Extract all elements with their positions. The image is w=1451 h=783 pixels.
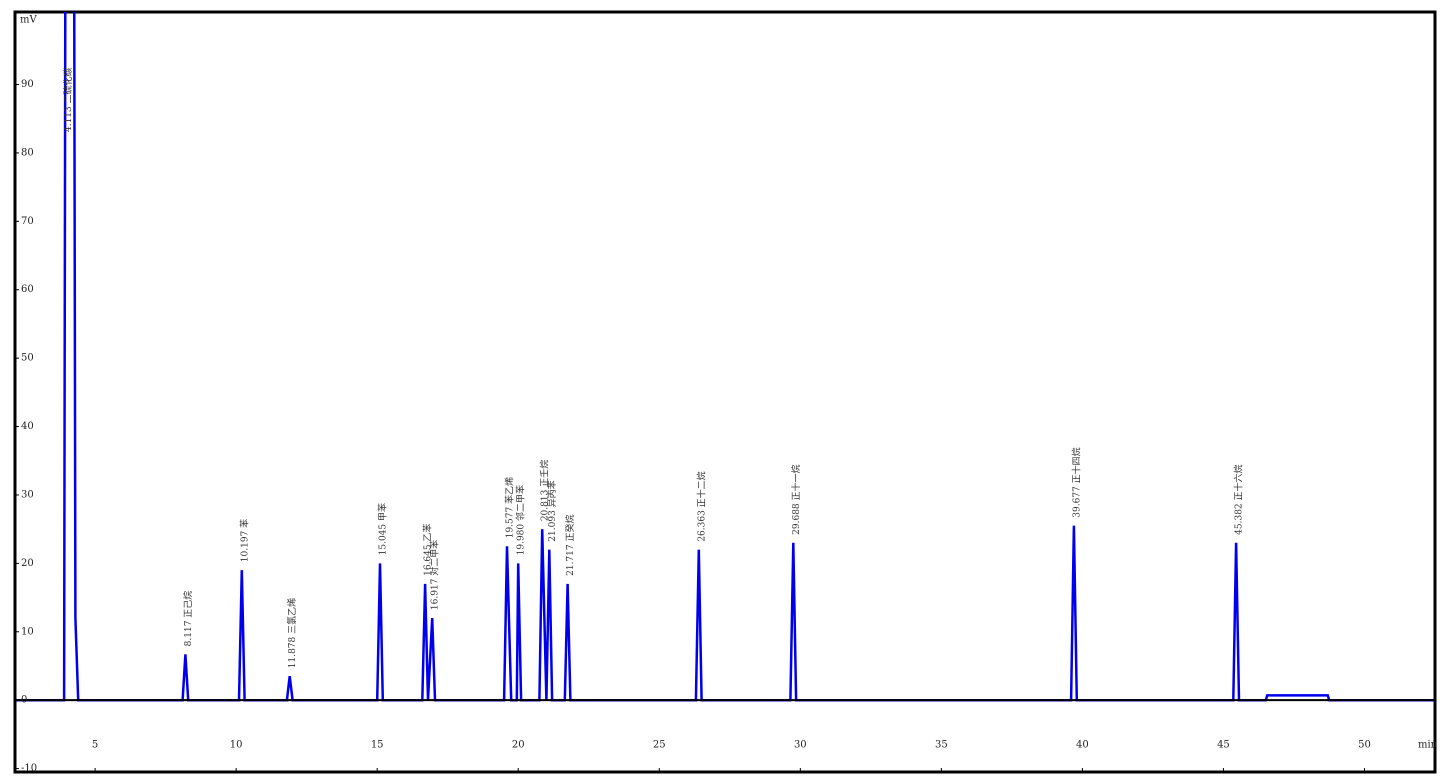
peak-label: 16.917 对二甲苯 [429, 540, 441, 610]
y-tick-label: 60 [21, 284, 34, 295]
x-tick-label: 20 [512, 740, 525, 751]
peak-label: 4.113 二硫化碳 [62, 67, 74, 132]
x-tick-label: 50 [1358, 740, 1371, 751]
chromatogram-line [16, 12, 1435, 702]
y-tick-label: 30 [21, 489, 34, 500]
peak-label: 10.197 苯 [238, 519, 250, 562]
peak-label: 15.045 甲苯 [377, 503, 389, 555]
peak-label: 16.645 乙苯 [422, 524, 434, 576]
x-tick-label: 25 [653, 740, 666, 751]
y-tick-label: 90 [21, 79, 34, 90]
peak-label: 39.677 正十四烷 [1070, 447, 1082, 517]
peak-label: 20.813 正壬烷 [539, 460, 551, 521]
x-tick-label: 35 [935, 740, 948, 751]
x-tick-label: 45 [1217, 740, 1230, 751]
peak-label: 21.093 异丙苯 [546, 480, 558, 541]
x-tick-label: 30 [794, 740, 807, 751]
y-tick-label: 80 [21, 147, 34, 158]
peak-label: 19.577 苯乙烯 [503, 477, 515, 538]
peak-label: 26.363 正十二烷 [695, 471, 707, 541]
peak-label: 21.717 正癸烷 [564, 515, 576, 576]
x-tick-label: 10 [230, 740, 243, 751]
x-axis-label: min [1418, 740, 1438, 751]
y-tick-label: 50 [21, 353, 34, 364]
peak-label: 19.980 邻二甲苯 [515, 485, 527, 555]
y-tick-label: 70 [21, 216, 34, 227]
y-axis-label: mV [20, 15, 37, 26]
peak-label: 29.688 正十一烷 [790, 464, 802, 534]
x-tick-label: 15 [371, 740, 384, 751]
plot-frame [13, 10, 1437, 774]
x-tick-label: 40 [1076, 740, 1089, 751]
peak-label: 11.878 三氯乙烯 [286, 598, 298, 668]
y-tick-label: -10 [21, 763, 37, 774]
peak-label: 45.382 正十六烷 [1233, 464, 1245, 534]
y-tick-label: 0 [21, 695, 27, 706]
y-tick-label: 10 [21, 626, 34, 637]
peak-label: 8.117 正己烷 [182, 591, 194, 647]
x-tick-label: 5 [92, 740, 98, 751]
y-tick-label: 20 [21, 558, 34, 569]
y-tick-label: 40 [21, 421, 34, 432]
